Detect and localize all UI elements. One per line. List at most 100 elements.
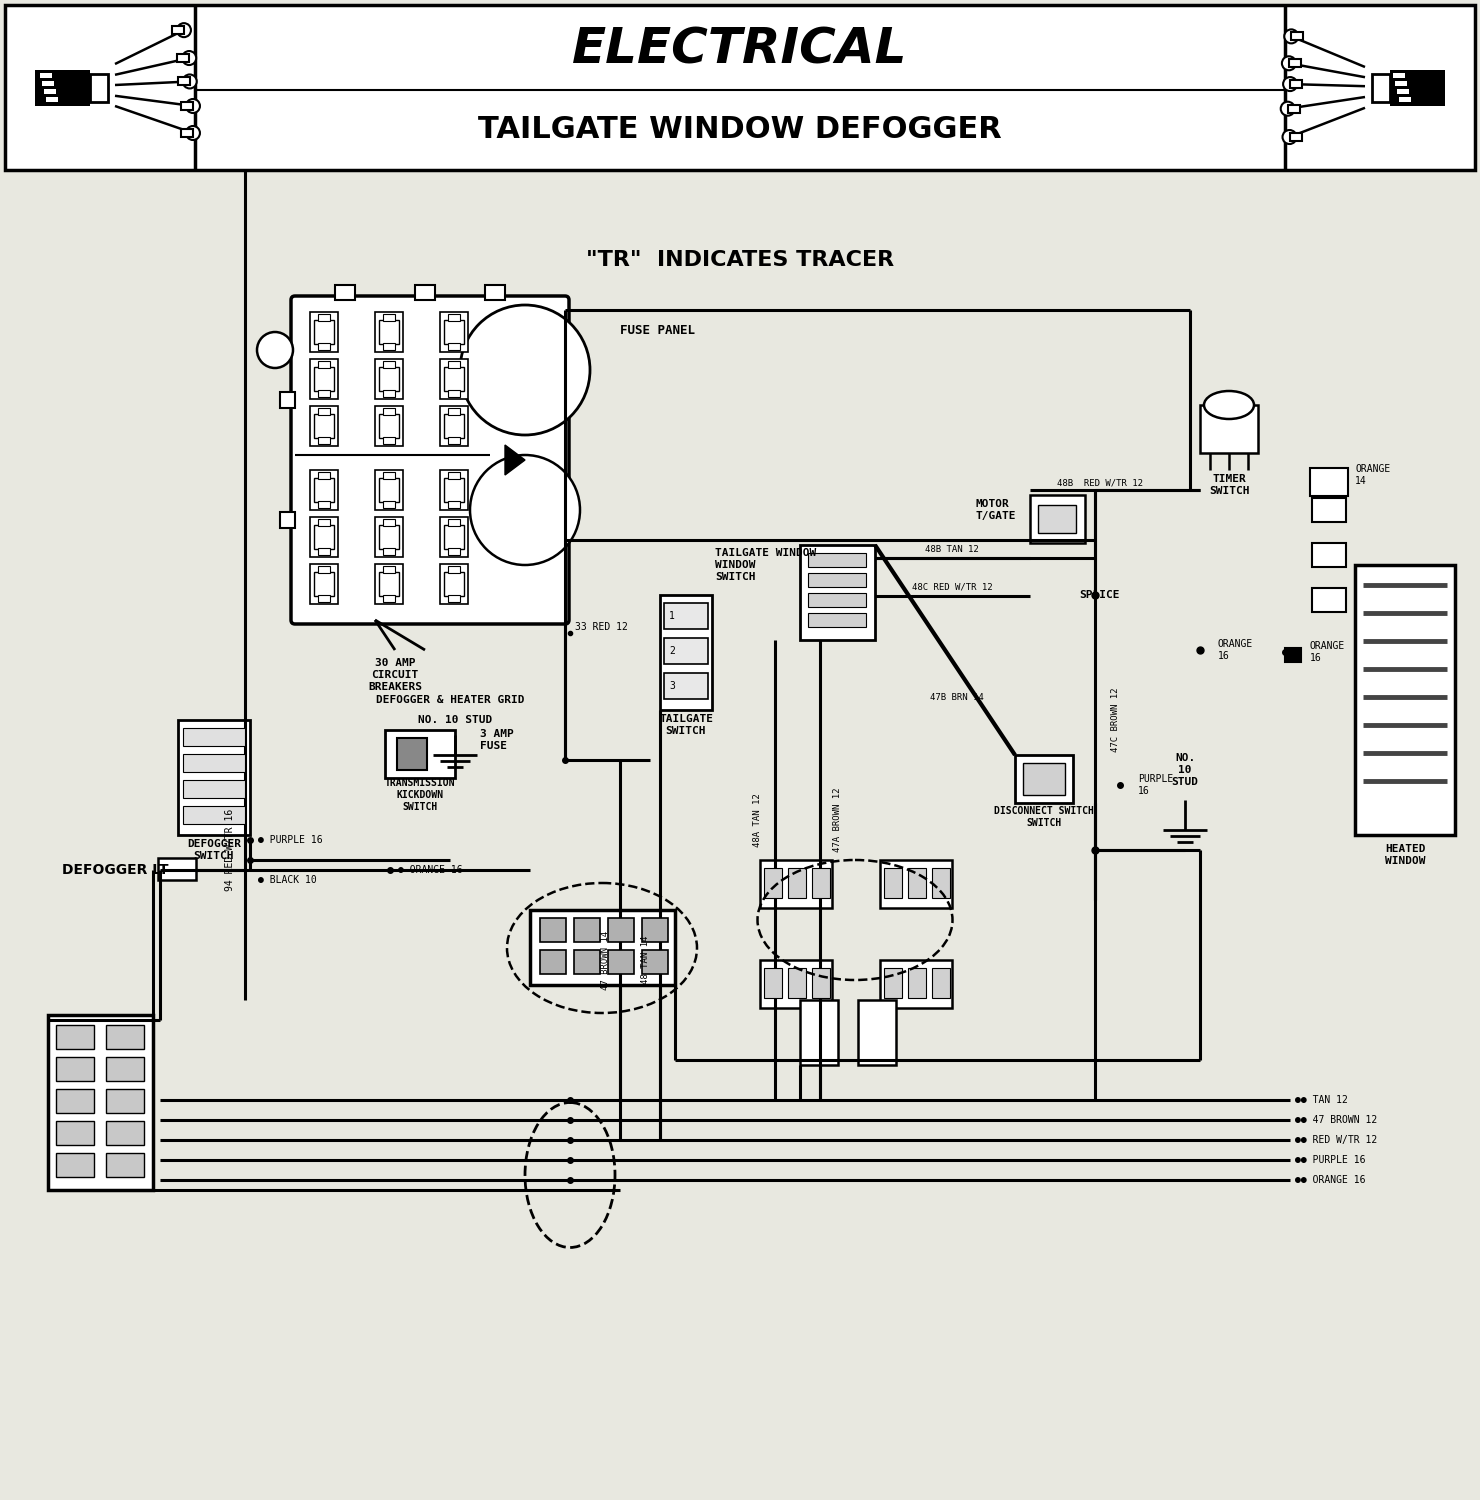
Bar — [448, 566, 460, 573]
Bar — [881, 859, 952, 907]
Bar — [485, 285, 505, 300]
Bar — [334, 285, 355, 300]
Text: TAILGATE WINDOW
WINDOW
SWITCH: TAILGATE WINDOW WINDOW SWITCH — [715, 549, 817, 582]
Bar — [318, 314, 330, 321]
Bar — [444, 478, 465, 502]
Text: MOTOR
T/GATE: MOTOR T/GATE — [975, 500, 1015, 520]
Circle shape — [186, 126, 200, 140]
Text: TIMER
SWITCH: TIMER SWITCH — [1209, 474, 1249, 496]
Text: 48B  RED W/TR 12: 48B RED W/TR 12 — [1057, 478, 1143, 488]
Bar — [444, 368, 465, 392]
Bar — [314, 320, 334, 344]
Bar — [787, 868, 807, 898]
Circle shape — [1280, 102, 1295, 116]
Bar — [318, 566, 330, 573]
Text: 47A BROWN 12: 47A BROWN 12 — [833, 788, 842, 852]
Bar — [665, 603, 707, 628]
Ellipse shape — [1205, 392, 1254, 418]
Bar — [383, 566, 395, 573]
Bar — [178, 78, 189, 86]
Text: DEFOGGER
SWITCH: DEFOGGER SWITCH — [186, 839, 241, 861]
Bar — [1310, 468, 1348, 496]
Bar — [280, 512, 295, 528]
Bar — [448, 596, 460, 602]
Bar — [383, 596, 395, 602]
Bar — [56, 1024, 95, 1048]
Bar — [764, 868, 781, 898]
Bar — [178, 54, 189, 62]
Bar — [374, 406, 403, 445]
Text: ●● RED W/TR 12: ●● RED W/TR 12 — [1295, 1136, 1378, 1144]
Bar — [813, 868, 830, 898]
Bar — [1397, 88, 1409, 94]
Bar — [1030, 495, 1085, 543]
Text: ● BLACK 10: ● BLACK 10 — [258, 874, 317, 885]
Bar — [665, 674, 707, 699]
Bar — [383, 362, 395, 368]
Bar — [56, 1120, 95, 1144]
Circle shape — [182, 51, 197, 64]
Bar — [808, 573, 866, 586]
Bar — [56, 1154, 95, 1178]
Bar — [309, 518, 337, 556]
Text: ORANGE
14: ORANGE 14 — [1356, 464, 1390, 486]
Bar — [1288, 105, 1299, 112]
Bar — [318, 408, 330, 416]
Text: 47 BROWN 14: 47 BROWN 14 — [601, 930, 610, 990]
Bar — [383, 390, 395, 398]
Bar — [448, 436, 460, 444]
Circle shape — [182, 75, 197, 88]
Bar — [1289, 60, 1301, 68]
Bar — [309, 406, 337, 445]
Bar — [858, 1000, 895, 1065]
Text: NO. 10 STUD: NO. 10 STUD — [417, 716, 493, 724]
Bar — [184, 806, 246, 824]
Bar — [813, 968, 830, 998]
Bar — [448, 501, 460, 509]
Bar — [318, 390, 330, 398]
Text: 3: 3 — [669, 681, 675, 692]
Bar — [660, 596, 712, 709]
Bar — [440, 406, 468, 445]
Circle shape — [258, 332, 293, 368]
Bar — [314, 572, 334, 596]
Bar — [448, 344, 460, 350]
Bar — [448, 362, 460, 368]
Bar — [448, 408, 460, 416]
Bar — [158, 858, 195, 880]
Bar — [540, 950, 565, 974]
Text: ●● 47 BROWN 12: ●● 47 BROWN 12 — [1295, 1114, 1378, 1125]
Text: 30 AMP
CIRCUIT
BREAKERS: 30 AMP CIRCUIT BREAKERS — [369, 658, 422, 692]
Bar — [448, 472, 460, 478]
Bar — [374, 470, 403, 510]
Bar — [107, 1120, 144, 1144]
Bar — [178, 720, 250, 836]
Bar — [444, 525, 465, 549]
Bar — [374, 358, 403, 399]
Bar — [46, 98, 58, 102]
Text: 2: 2 — [669, 646, 675, 656]
Bar — [1356, 566, 1455, 836]
Bar — [318, 519, 330, 526]
Circle shape — [1283, 130, 1296, 144]
Text: 47B BRN 14: 47B BRN 14 — [929, 693, 984, 702]
Text: HEATED
WINDOW: HEATED WINDOW — [1385, 844, 1425, 865]
Bar — [440, 518, 468, 556]
Bar — [540, 918, 565, 942]
Bar — [808, 554, 866, 567]
Bar — [44, 88, 56, 94]
Bar — [881, 960, 952, 1008]
Bar — [801, 544, 875, 640]
Bar — [383, 501, 395, 509]
Bar — [808, 614, 866, 627]
Bar — [444, 572, 465, 596]
Bar — [932, 868, 950, 898]
Bar — [4, 4, 1476, 170]
Bar — [448, 314, 460, 321]
Bar — [1015, 754, 1073, 802]
Bar — [448, 519, 460, 526]
Circle shape — [1285, 30, 1298, 44]
Bar — [56, 1089, 95, 1113]
Bar — [440, 312, 468, 352]
Bar — [280, 392, 295, 408]
